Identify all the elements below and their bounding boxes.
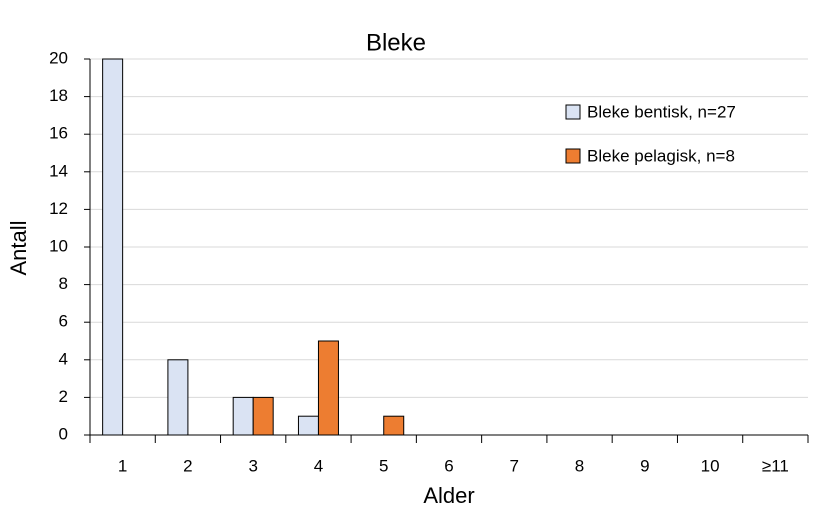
bar <box>317 340 339 436</box>
y-tick-label: 12 <box>49 199 68 218</box>
x-tick-label: 9 <box>640 456 649 475</box>
y-tick-label: 14 <box>49 161 68 180</box>
y-tick-label: 10 <box>49 236 68 255</box>
legend-label: Bleke bentisk, n=27 <box>587 102 736 121</box>
legend-swatch <box>565 148 581 164</box>
y-tick-label: 8 <box>59 274 68 293</box>
x-tick-label: 8 <box>575 456 584 475</box>
y-axis-title: Antall <box>6 220 31 275</box>
x-tick-label: 2 <box>183 456 192 475</box>
y-tick-label: 20 <box>49 48 68 67</box>
x-tick-label: ≥11 <box>762 456 789 475</box>
x-tick-label: 4 <box>314 456 323 475</box>
x-tick-label: 1 <box>118 456 127 475</box>
x-axis-title: Alder <box>423 483 474 508</box>
bar <box>167 359 189 436</box>
bar <box>297 415 319 436</box>
bar <box>383 415 405 436</box>
y-tick-label: 4 <box>59 349 68 368</box>
chart-title: Bleke <box>366 29 426 56</box>
bar <box>252 396 274 436</box>
x-tick-label: 7 <box>510 456 519 475</box>
y-tick-label: 0 <box>59 424 68 443</box>
y-tick-label: 16 <box>49 124 68 143</box>
legend-label: Bleke pelagisk, n=8 <box>587 146 735 165</box>
bar <box>232 396 254 436</box>
bar <box>102 58 124 436</box>
y-tick-label: 6 <box>59 312 68 331</box>
x-tick-label: 5 <box>379 456 388 475</box>
legend-swatch <box>565 104 581 120</box>
x-tick-label: 6 <box>444 456 453 475</box>
x-tick-label: 10 <box>701 456 720 475</box>
x-tick-label: 3 <box>248 456 257 475</box>
y-tick-label: 2 <box>59 387 68 406</box>
y-tick-label: 18 <box>49 86 68 105</box>
